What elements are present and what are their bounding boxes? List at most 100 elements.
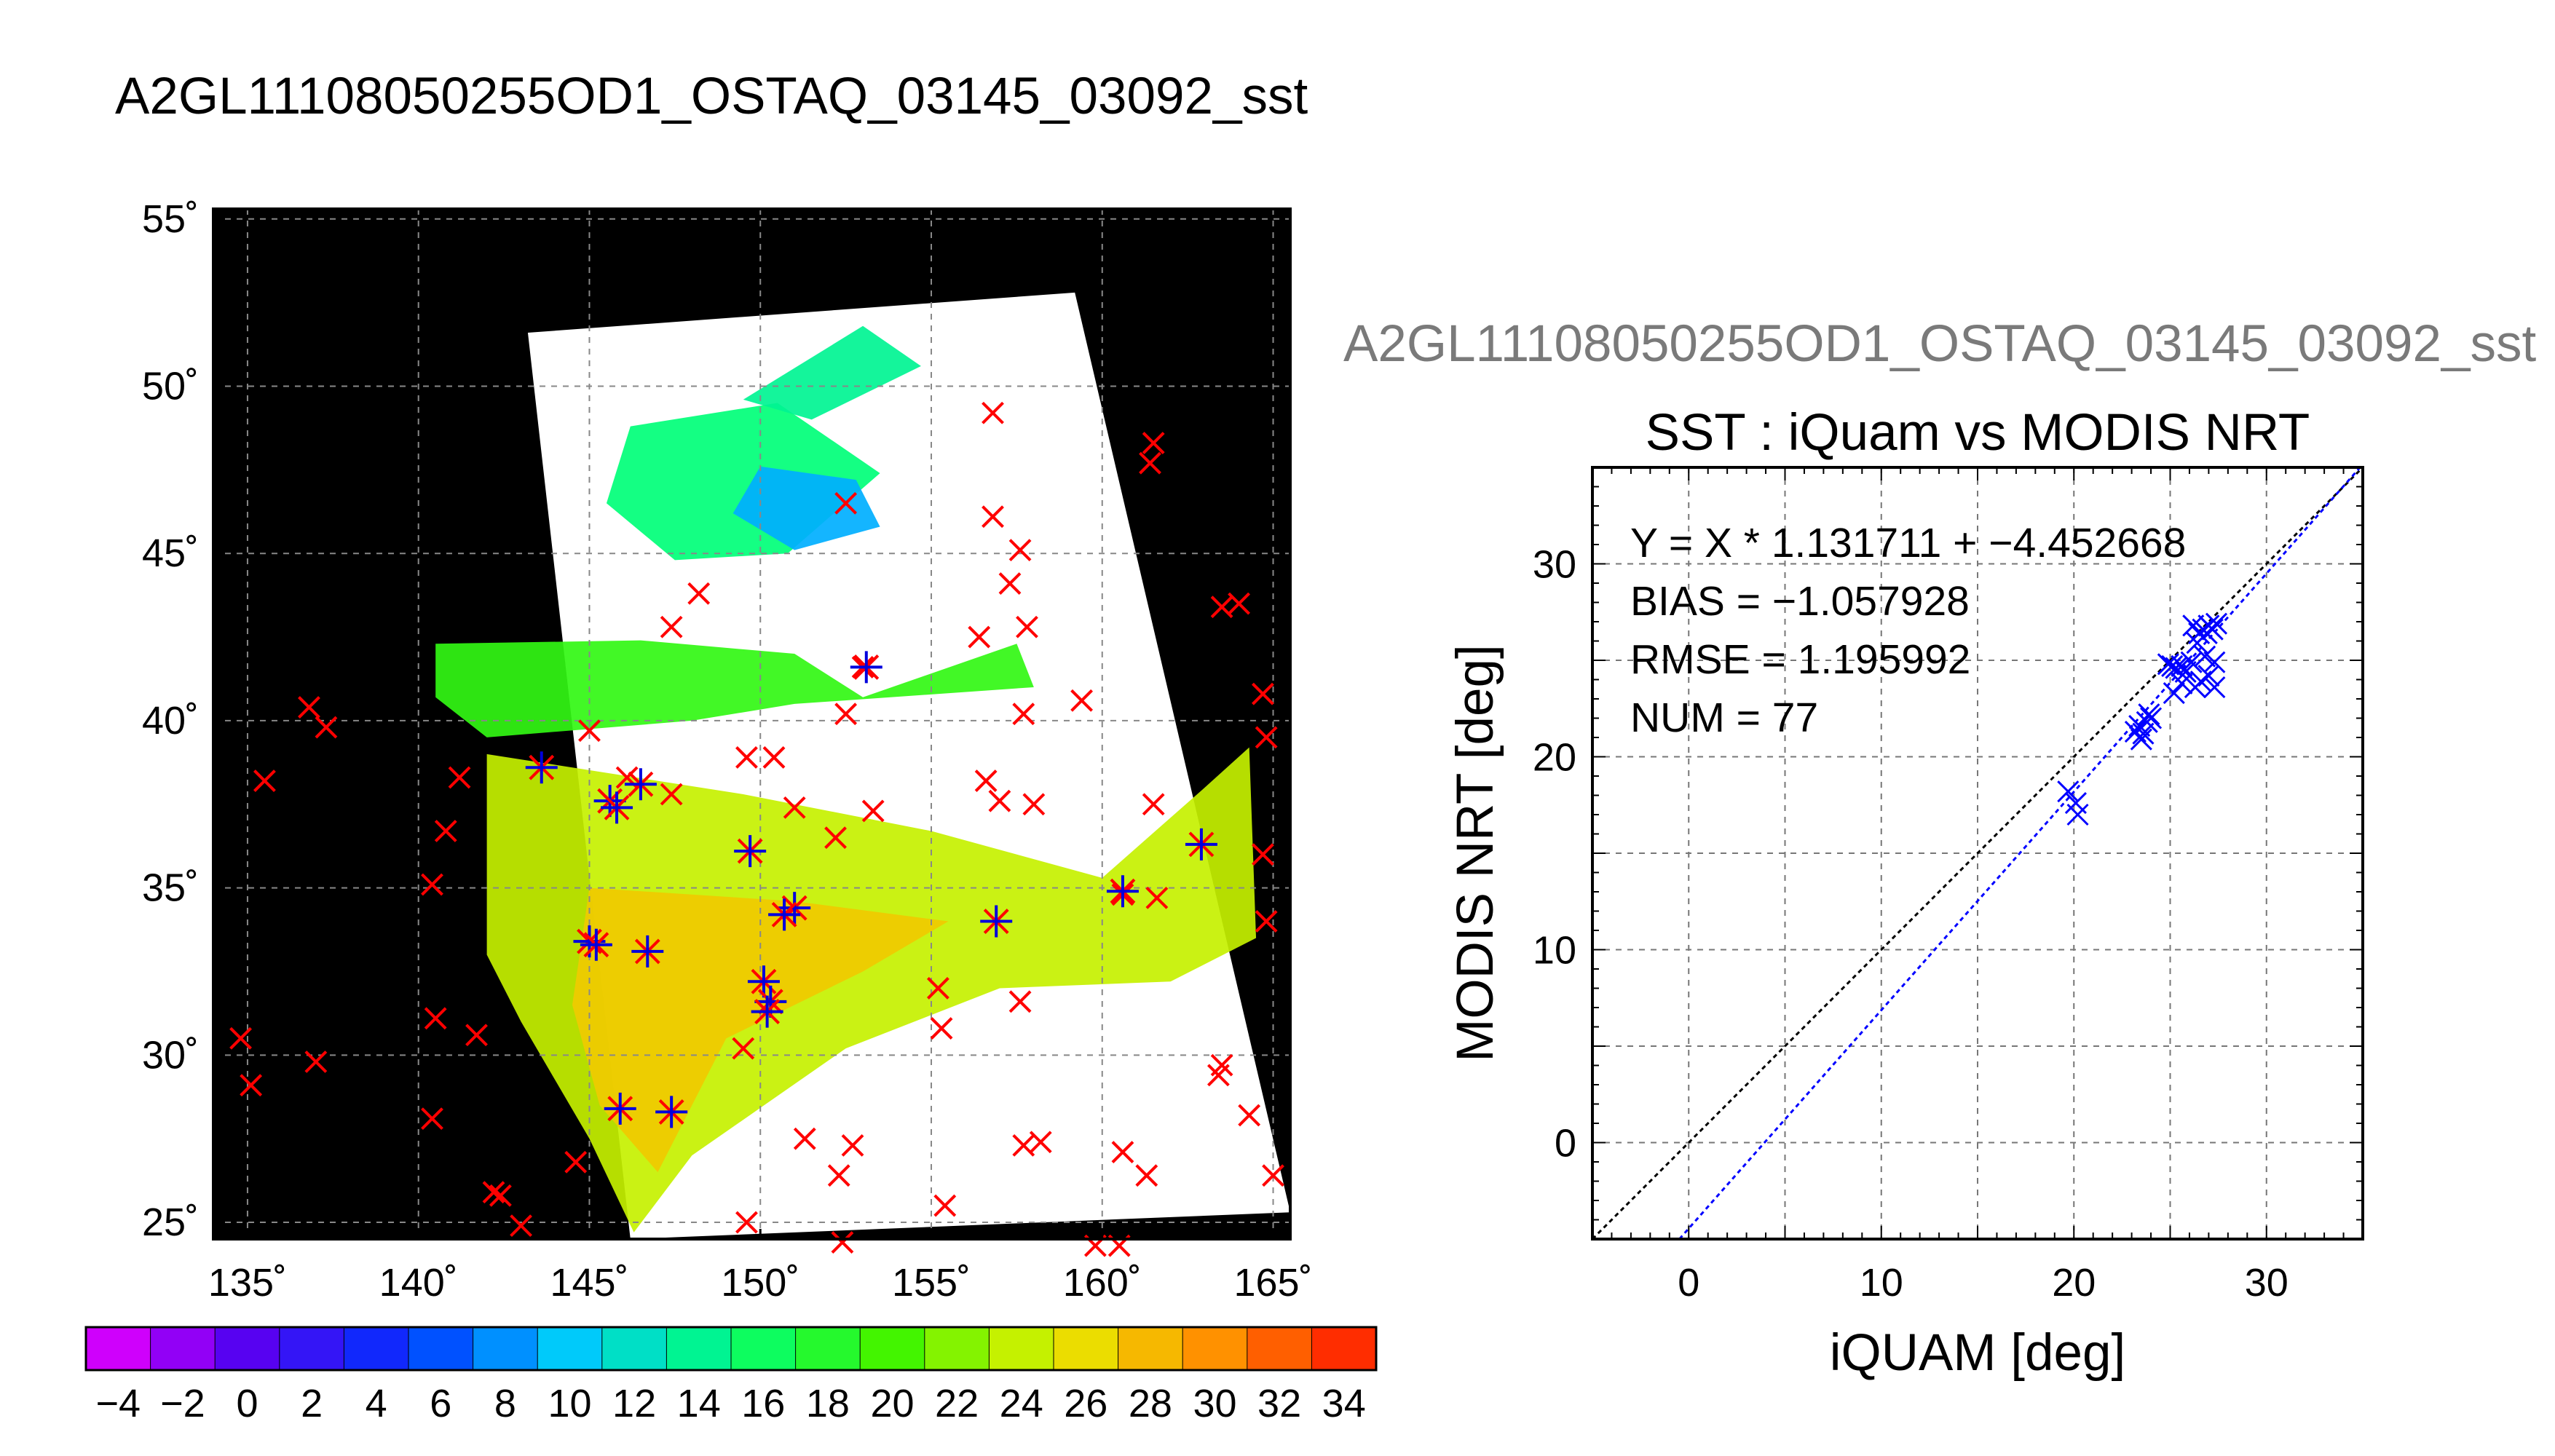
iquam-point-marker [465,1024,488,1047]
colorbar-segment [537,1327,603,1370]
colorbar-segment [408,1327,474,1370]
scatter-point [2174,660,2197,683]
colorbar-tick-label: 12 [612,1382,656,1425]
colorbar-segment [150,1327,216,1370]
scatter-title: SST : iQuam vs MODIS NRT [1646,404,2310,462]
colorbar-segment [860,1327,925,1370]
colorbar-frame [84,1326,1378,1372]
iquam-point-marker [1238,1104,1261,1127]
map-frame [212,207,1292,1241]
scatter-point [2194,645,2216,668]
sst-region-mid-green [435,640,1034,737]
colorbar-tick-label: 10 [548,1382,591,1425]
iquam-point-marker [762,746,786,769]
iquam-point-marker [974,769,998,793]
map-y-tick-label: 45˚ [142,531,199,575]
colorbar-segment [924,1327,990,1370]
colorbar-tick-label: 6 [430,1382,451,1425]
map-y-tick-label: 50˚ [142,364,199,408]
colorbar-tick-label: 20 [870,1382,914,1425]
colorbar-segment [1247,1327,1312,1370]
iquam-point-marker [998,572,1022,595]
colorbar-segment [215,1327,280,1370]
scatter-point [2064,792,2087,815]
iquam-point-marker [1111,1141,1134,1163]
colorbar-tick-label: 28 [1129,1382,1172,1425]
iquam-point-marker [1008,990,1032,1013]
iquam-point-marker [615,766,639,789]
iquam-point-marker [421,1107,443,1131]
scatter-point [2066,803,2089,826]
colorbar-tick-label: 0 [236,1382,258,1425]
colorbar-segment [731,1327,797,1370]
colorbar-segment [601,1327,667,1370]
scatter-point [2057,780,2080,803]
iquam-point-marker [834,703,858,726]
iquam-point-marker [1228,592,1250,615]
iquam-point-marker [1252,843,1274,866]
iquam-point-marker [421,873,443,896]
iquam-point-marker [827,1164,850,1187]
scatter-header-title: A2GL11108050255OD1_OSTAQ_03145_03092_sst [1343,315,2537,373]
scatter-x-axis-label: iQUAM [deg] [1830,1324,2125,1382]
scatter-point [2165,657,2187,679]
iquam-point-marker [240,1074,263,1097]
scatter-point [2186,632,2208,654]
iquam-point-marker [660,783,683,806]
colorbar-segment [989,1327,1054,1370]
scatter-x-tick-label: 0 [1678,1261,1699,1305]
colorbar-segment [473,1327,538,1370]
colorbar-segment [666,1327,732,1370]
map-x-tick-label: 145˚ [550,1261,628,1305]
scatter-point [2203,651,2226,673]
iquam-point-marker [1252,682,1274,705]
iquam-point-marker [861,799,885,823]
iquam-point-marker [1145,886,1169,909]
iquam-point-marker [933,1194,957,1217]
colorbar-tick-label: −4 [96,1382,141,1425]
iquam-point-marker [304,1051,328,1073]
colorbar-segment [86,1327,151,1370]
iquam-point-marker [315,716,338,739]
regression-fit-line [1678,463,2364,1240]
colorbar-tick-label: 34 [1322,1382,1366,1425]
iquam-point-marker [448,766,471,789]
iquam-point-marker [1210,596,1233,619]
iquam-point-marker [434,820,457,842]
colorbar-tick-label: 26 [1064,1382,1107,1425]
iquam-point-marker [229,1026,252,1050]
map-x-tick-label: 140˚ [379,1261,458,1305]
iquam-point-marker [1255,726,1278,749]
scatter-point [2180,651,2203,673]
iquam-point-marker [298,696,320,719]
sst-region-north-shelf [743,325,921,420]
scatter-stat-annotation: NUM = 77 [1630,695,1818,741]
scatter-point [2161,654,2184,678]
sst-region-blue-patch [732,466,880,550]
iquam-point-marker [1008,539,1032,562]
scatter-stat-annotation: BIAS = −1.057928 [1630,578,1970,625]
colorbar-tick-label: 4 [366,1382,387,1425]
colorbar-segment [795,1327,861,1370]
scatter-y-tick-label: 10 [1533,929,1576,973]
iquam-point-marker [982,401,1004,424]
map-y-tick-label: 55˚ [142,197,199,241]
scatter-point [2171,672,2193,695]
iquam-point-marker [510,1214,532,1238]
iquam-point-marker [578,719,601,743]
scatter-point [2203,676,2226,699]
colorbar-tick-label: 24 [1000,1382,1043,1425]
sst-region-warm-core [572,887,949,1173]
scatter-point [2130,728,2152,751]
iquam-point-marker [732,1037,755,1060]
iquam-point-marker [824,826,847,850]
iquam-point-marker [482,1181,505,1204]
scatter-point [2182,614,2205,637]
map-y-tick-label: 40˚ [142,699,199,743]
iquam-point-marker [1012,703,1035,726]
iquam-point-marker [783,796,806,819]
iquam-point-marker [1070,689,1094,712]
iquam-point-marker [1022,793,1046,816]
iquam-point-marker [968,625,991,649]
